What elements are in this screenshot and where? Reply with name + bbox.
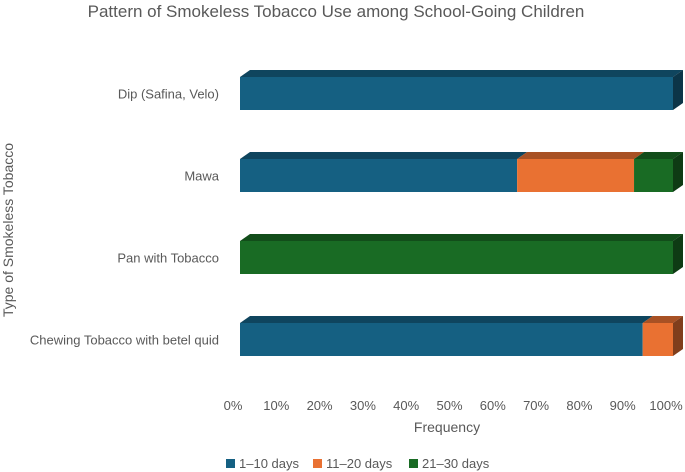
plot-area (240, 70, 683, 356)
x-axis-label: Frequency (414, 419, 480, 435)
x-axis-ticks: 0% 10% 20% 30% 40% 50% 60% 70% 80% 90% 100% (224, 398, 683, 413)
bar-face (240, 323, 643, 356)
bar-3-side (673, 234, 683, 274)
category-label: Pan with Tobacco (117, 251, 219, 266)
y-axis-label: Type of Smokeless Tobacco (0, 143, 16, 317)
bar-face (240, 241, 673, 274)
bar-4-series-1 (240, 316, 653, 356)
bar-face (240, 77, 673, 110)
legend-label: 21–30 days (422, 456, 490, 471)
bar-top (240, 234, 683, 241)
x-tick-label: 40% (393, 398, 419, 413)
x-tick-label: 20% (307, 398, 333, 413)
bar-2-series-2 (517, 152, 645, 192)
bar-face (634, 159, 673, 192)
legend-label: 11–20 days (326, 456, 393, 471)
bar-top (240, 152, 528, 159)
x-tick-label: 30% (350, 398, 376, 413)
bar-2-series-3 (634, 152, 683, 192)
legend-item-2: 11–20 days (313, 456, 393, 471)
chart-title: Pattern of Smokeless Tobacco Use among S… (88, 2, 585, 21)
category-label: Mawa (184, 169, 219, 184)
category-label: Chewing Tobacco with betel quid (30, 333, 219, 348)
legend-swatch (226, 459, 235, 468)
bar-3-series-3 (240, 234, 683, 274)
x-tick-label: 90% (610, 398, 636, 413)
legend-item-3: 21–30 days (409, 456, 490, 471)
bar-top (634, 152, 683, 159)
legend-swatch (409, 459, 418, 468)
bar-top (517, 152, 645, 159)
bar-4-side (673, 316, 683, 356)
bar-2-series-1 (240, 152, 528, 192)
x-tick-label: 60% (480, 398, 506, 413)
bar-top (642, 316, 683, 323)
bar-4-series-2 (642, 316, 683, 356)
category-label: Dip (Safina, Velo) (118, 87, 219, 102)
bar-1-series-1 (240, 70, 683, 110)
x-tick-label: 10% (263, 398, 289, 413)
bar-face (240, 159, 518, 192)
bar-top (240, 70, 683, 77)
bar-top (240, 316, 653, 323)
x-tick-label: 50% (436, 398, 462, 413)
legend: 1–10 days 11–20 days 21–30 days (226, 456, 490, 471)
x-tick-label: 100% (649, 398, 683, 413)
category-labels: Dip (Safina, Velo) Mawa Pan with Tobacco Ch… (30, 87, 220, 348)
legend-label: 1–10 days (239, 456, 299, 471)
bar-1-side (673, 70, 683, 110)
x-tick-label: 0% (224, 398, 243, 413)
x-tick-label: 70% (523, 398, 549, 413)
bar-face (517, 159, 635, 192)
bar-2-side (673, 152, 683, 192)
legend-item-1: 1–10 days (226, 456, 299, 471)
x-tick-label: 80% (566, 398, 592, 413)
bar-face (642, 323, 673, 356)
legend-swatch (313, 459, 322, 468)
